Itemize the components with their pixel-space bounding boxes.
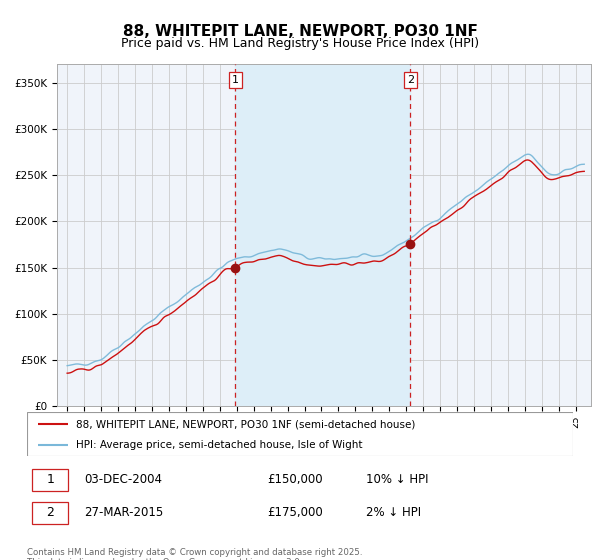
Text: 88, WHITEPIT LANE, NEWPORT, PO30 1NF: 88, WHITEPIT LANE, NEWPORT, PO30 1NF (122, 24, 478, 39)
Text: Contains HM Land Registry data © Crown copyright and database right 2025.
This d: Contains HM Land Registry data © Crown c… (27, 548, 362, 560)
Text: 1: 1 (232, 75, 239, 85)
Text: 2% ↓ HPI: 2% ↓ HPI (365, 506, 421, 519)
Text: 03-DEC-2004: 03-DEC-2004 (85, 473, 163, 487)
Text: 2: 2 (407, 75, 414, 85)
Text: £175,000: £175,000 (267, 506, 323, 519)
Text: £150,000: £150,000 (267, 473, 323, 487)
Text: Price paid vs. HM Land Registry's House Price Index (HPI): Price paid vs. HM Land Registry's House … (121, 36, 479, 50)
FancyBboxPatch shape (32, 502, 68, 524)
Text: 1: 1 (47, 473, 55, 487)
Text: 88, WHITEPIT LANE, NEWPORT, PO30 1NF (semi-detached house): 88, WHITEPIT LANE, NEWPORT, PO30 1NF (se… (76, 419, 416, 429)
FancyBboxPatch shape (27, 412, 573, 456)
Text: 27-MAR-2015: 27-MAR-2015 (85, 506, 164, 519)
Text: 10% ↓ HPI: 10% ↓ HPI (365, 473, 428, 487)
FancyBboxPatch shape (32, 469, 68, 491)
Text: 2: 2 (47, 506, 55, 519)
Text: HPI: Average price, semi-detached house, Isle of Wight: HPI: Average price, semi-detached house,… (76, 440, 362, 450)
Bar (235, 64, 410, 406)
